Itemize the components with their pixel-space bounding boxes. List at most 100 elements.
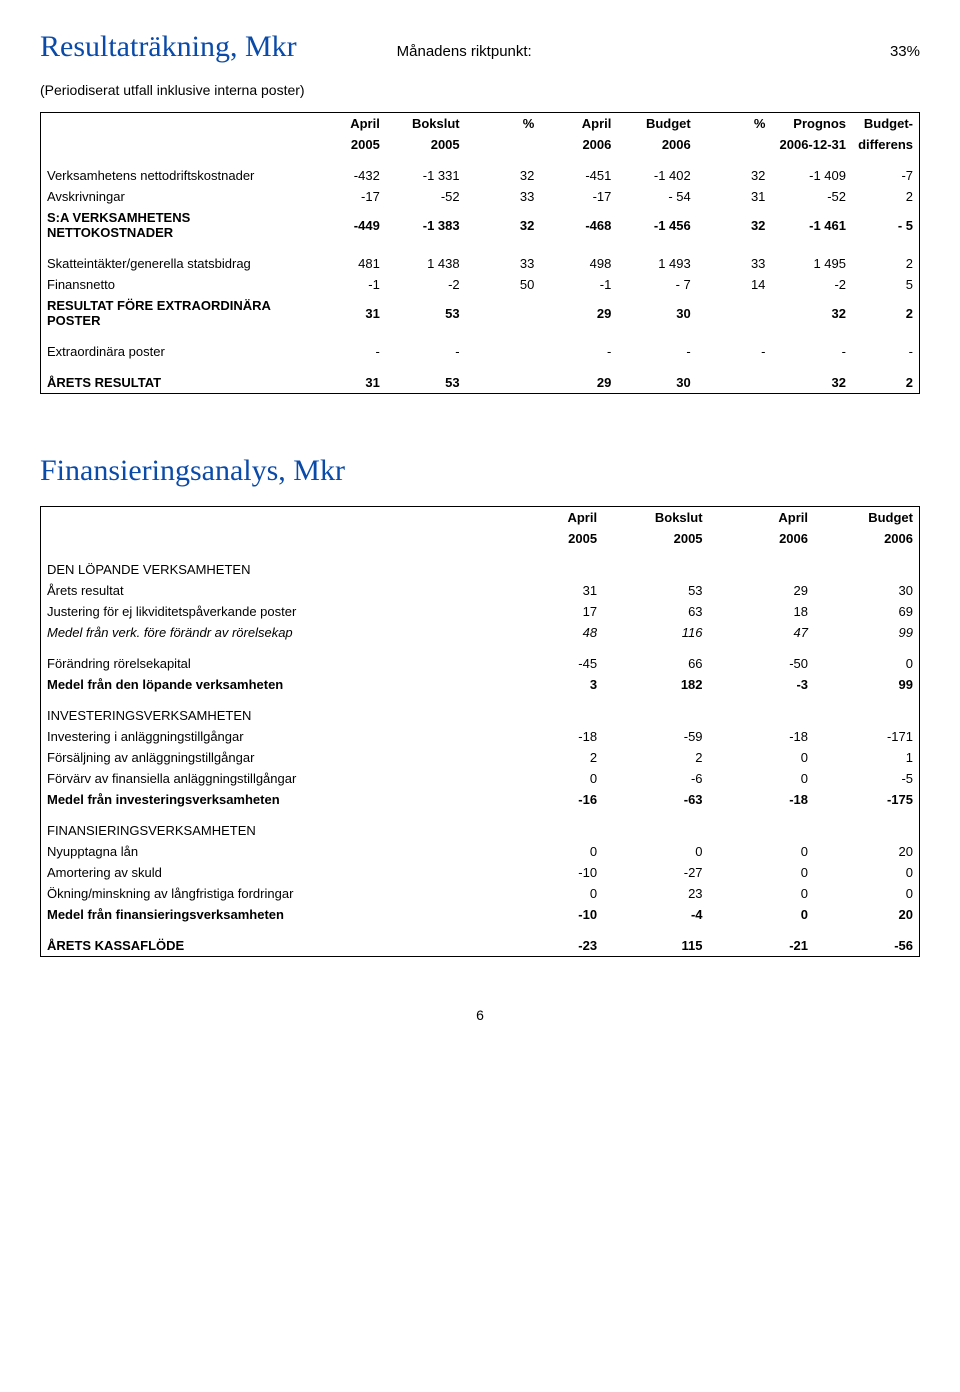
row-label <box>41 134 309 155</box>
row-value: % <box>697 113 772 135</box>
table-row: Medel från investeringsverksamheten-16-6… <box>41 789 920 810</box>
row-value: 18 <box>709 601 814 622</box>
row-label: Medel från investeringsverksamheten <box>41 789 498 810</box>
row-label: ÅRETS KASSAFLÖDE <box>41 935 498 957</box>
row-value: -432 <box>309 165 386 186</box>
table-row: Medel från finansieringsverksamheten-10-… <box>41 904 920 925</box>
row-value: -6 <box>603 768 708 789</box>
row-value: -59 <box>603 726 708 747</box>
table-row: Ökning/minskning av långfristiga fordrin… <box>41 883 920 904</box>
row-value: 2 <box>852 295 919 331</box>
row-label: S:A VERKSAMHETENS NETTOKOSTNADER <box>41 207 309 243</box>
table-row: Förändring rörelsekapital-4566-500 <box>41 653 920 674</box>
row-value: 47 <box>709 622 814 643</box>
row-value: April <box>709 507 814 529</box>
row-label: Investering i anläggningstillgångar <box>41 726 498 747</box>
row-value: -7 <box>852 165 919 186</box>
row-value: 30 <box>814 580 920 601</box>
row-value: 32 <box>697 207 772 243</box>
row-label: Förändring rörelsekapital <box>41 653 498 674</box>
row-label: Avskrivningar <box>41 186 309 207</box>
row-value: - <box>540 341 617 362</box>
row-value: 29 <box>540 295 617 331</box>
resultat-subtitle: Månadens riktpunkt: <box>397 43 532 60</box>
table-row: Verksamhetens nettodriftskostnader-432-1… <box>41 165 920 186</box>
table-row: Försäljning av anläggningstillgångar2201 <box>41 747 920 768</box>
row-value: - <box>852 341 919 362</box>
row-value: Budget <box>814 507 920 529</box>
row-value: -63 <box>603 789 708 810</box>
row-value: -52 <box>771 186 852 207</box>
row-value: 2006 <box>540 134 617 155</box>
row-value: - <box>309 341 386 362</box>
row-value: 99 <box>814 622 920 643</box>
row-value: April <box>498 507 603 529</box>
row-value: 20 <box>814 841 920 862</box>
row-value: -1 331 <box>386 165 466 186</box>
row-label: Amortering av skuld <box>41 862 498 883</box>
row-value: 53 <box>603 580 708 601</box>
row-value: 2005 <box>498 528 603 549</box>
row-value: 2006 <box>814 528 920 549</box>
table-row: FINANSIERINGSVERKSAMHETEN <box>41 820 920 841</box>
finans-table: AprilBokslutAprilBudget2005200520062006D… <box>40 506 920 957</box>
row-value <box>709 820 814 841</box>
row-value: 33 <box>697 253 772 274</box>
row-value: 116 <box>603 622 708 643</box>
row-value: -17 <box>540 186 617 207</box>
row-value: 50 <box>466 274 541 295</box>
row-value: 2006 <box>709 528 814 549</box>
row-value: - <box>617 341 696 362</box>
row-value: -18 <box>709 726 814 747</box>
row-value <box>466 341 541 362</box>
row-value <box>603 820 708 841</box>
table-row: Nyupptagna lån00020 <box>41 841 920 862</box>
table-row: 20052005200620062006-12-31differens <box>41 134 920 155</box>
row-value: -171 <box>814 726 920 747</box>
row-value: 2 <box>498 747 603 768</box>
row-value: 0 <box>814 883 920 904</box>
row-value: 0 <box>498 841 603 862</box>
row-value: -17 <box>309 186 386 207</box>
row-value: -5 <box>814 768 920 789</box>
row-value: 31 <box>697 186 772 207</box>
table-row: Justering för ej likviditetspåverkande p… <box>41 601 920 622</box>
row-value: differens <box>852 134 919 155</box>
row-value: 0 <box>814 862 920 883</box>
row-value: Budget <box>617 113 696 135</box>
row-value: -56 <box>814 935 920 957</box>
row-label: Medel från den löpande verksamheten <box>41 674 498 695</box>
row-value: 32 <box>466 207 541 243</box>
row-value: 0 <box>709 768 814 789</box>
table-row: Skatteintäkter/generella statsbidrag4811… <box>41 253 920 274</box>
row-value: 14 <box>697 274 772 295</box>
table-row: Årets resultat31532930 <box>41 580 920 601</box>
row-value: 69 <box>814 601 920 622</box>
row-value: 1 493 <box>617 253 696 274</box>
row-label: Verksamhetens nettodriftskostnader <box>41 165 309 186</box>
table-row: AprilBokslutAprilBudget <box>41 507 920 529</box>
row-value: 0 <box>498 768 603 789</box>
row-value: 63 <box>603 601 708 622</box>
row-label: Justering för ej likviditetspåverkande p… <box>41 601 498 622</box>
table-row: ÅRETS KASSAFLÖDE-23115-21-56 <box>41 935 920 957</box>
table-row: Förvärv av finansiella anläggningstillgå… <box>41 768 920 789</box>
row-value: -449 <box>309 207 386 243</box>
row-value: 0 <box>814 653 920 674</box>
row-value <box>466 134 541 155</box>
table-row: Extraordinära poster------- <box>41 341 920 362</box>
row-value: - 54 <box>617 186 696 207</box>
row-value: 32 <box>771 295 852 331</box>
row-label: Medel från finansieringsverksamheten <box>41 904 498 925</box>
row-value: 33 <box>466 186 541 207</box>
row-value: -10 <box>498 862 603 883</box>
row-label: ÅRETS RESULTAT <box>41 372 309 394</box>
row-value: 30 <box>617 295 696 331</box>
table-row: ÅRETS RESULTAT31532930322 <box>41 372 920 394</box>
row-label: Extraordinära poster <box>41 341 309 362</box>
row-value: 0 <box>709 747 814 768</box>
table-row: Medel från den löpande verksamheten3182-… <box>41 674 920 695</box>
row-value: 99 <box>814 674 920 695</box>
row-value: 32 <box>466 165 541 186</box>
row-value: -3 <box>709 674 814 695</box>
